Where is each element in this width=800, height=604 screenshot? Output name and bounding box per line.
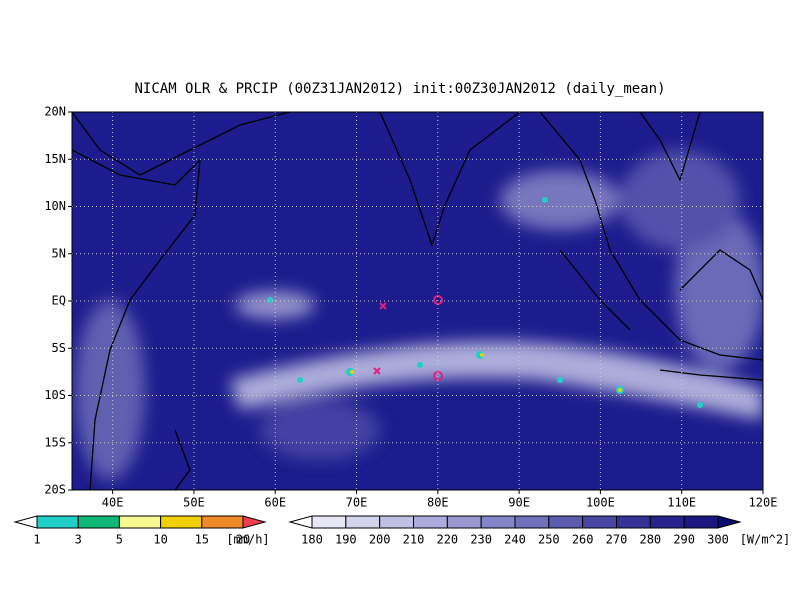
lat-label: 10N xyxy=(44,199,66,213)
colorbar-box xyxy=(514,515,550,529)
lat-label: 15S xyxy=(44,435,66,449)
lon-label: 90E xyxy=(508,496,530,510)
colorbar-box xyxy=(201,515,244,529)
lon-label: 70E xyxy=(346,496,368,510)
lon-label: 80E xyxy=(427,496,449,510)
colorbar-arrow xyxy=(13,515,38,529)
lat-label: EQ xyxy=(52,294,66,308)
colorbar-box xyxy=(616,515,651,529)
colorbar-label: 190 xyxy=(335,533,357,547)
colorbar-box xyxy=(345,515,381,529)
colorbar-label: 300 xyxy=(707,533,729,547)
colorbar-label: 250 xyxy=(538,533,560,547)
colorbar-box xyxy=(77,515,120,529)
lon-label: 100E xyxy=(586,496,615,510)
colorbar-label: 1 xyxy=(33,533,40,547)
colorbar-box xyxy=(160,515,203,529)
lat-label: 5S xyxy=(52,341,66,355)
colorbar-label: 10 xyxy=(153,533,167,547)
colorbar-box xyxy=(649,515,685,529)
colorbar-label: 15 xyxy=(195,533,209,547)
colorbar-box xyxy=(446,515,482,529)
colorbar-box xyxy=(413,515,448,529)
colorbar-label: 180 xyxy=(301,533,323,547)
colorbar-label: 270 xyxy=(606,533,628,547)
lat-label: 20N xyxy=(44,105,66,119)
colorbar-unit: [mm/h] xyxy=(226,533,269,547)
colorbar-label: 230 xyxy=(470,533,492,547)
colorbar-box xyxy=(480,515,516,529)
lon-label: 60E xyxy=(264,496,286,510)
colorbar-box xyxy=(683,515,719,529)
lat-label: 20S xyxy=(44,483,66,497)
colorbar-label: 280 xyxy=(639,533,661,547)
colorbar-label: 3 xyxy=(75,533,82,547)
lon-label: 50E xyxy=(183,496,205,510)
colorbar-label: 20 xyxy=(236,533,250,547)
lat-label: 10S xyxy=(44,388,66,402)
lat-label: 5N xyxy=(52,246,66,260)
colorbar-label: 240 xyxy=(504,533,526,547)
colorbar-label: 290 xyxy=(673,533,695,547)
colorbar-box xyxy=(311,515,347,529)
map-field xyxy=(72,112,763,490)
title: NICAM OLR & PRCIP (00Z31JAN2012) init:00… xyxy=(134,81,665,97)
colorbar-box xyxy=(36,515,79,529)
lon-label: 40E xyxy=(102,496,124,510)
lon-label: 120E xyxy=(749,496,778,510)
colorbar-box xyxy=(379,515,414,529)
colorbar-arrow xyxy=(242,515,267,529)
colorbar-label: 260 xyxy=(572,533,594,547)
colorbar-label: 200 xyxy=(369,533,391,547)
colorbar-label: 220 xyxy=(436,533,458,547)
colorbar-box xyxy=(582,515,618,529)
colorbar-box xyxy=(118,515,162,529)
colorbar-unit: [W/m^2] xyxy=(740,533,791,547)
colorbar-arrow xyxy=(717,515,742,529)
colorbar-box xyxy=(548,515,584,529)
colorbar-arrow xyxy=(288,515,313,529)
colorbar-label: 210 xyxy=(403,533,425,547)
colorbar-label: 5 xyxy=(116,533,123,547)
lat-label: 15N xyxy=(44,152,66,166)
lon-label: 110E xyxy=(667,496,696,510)
